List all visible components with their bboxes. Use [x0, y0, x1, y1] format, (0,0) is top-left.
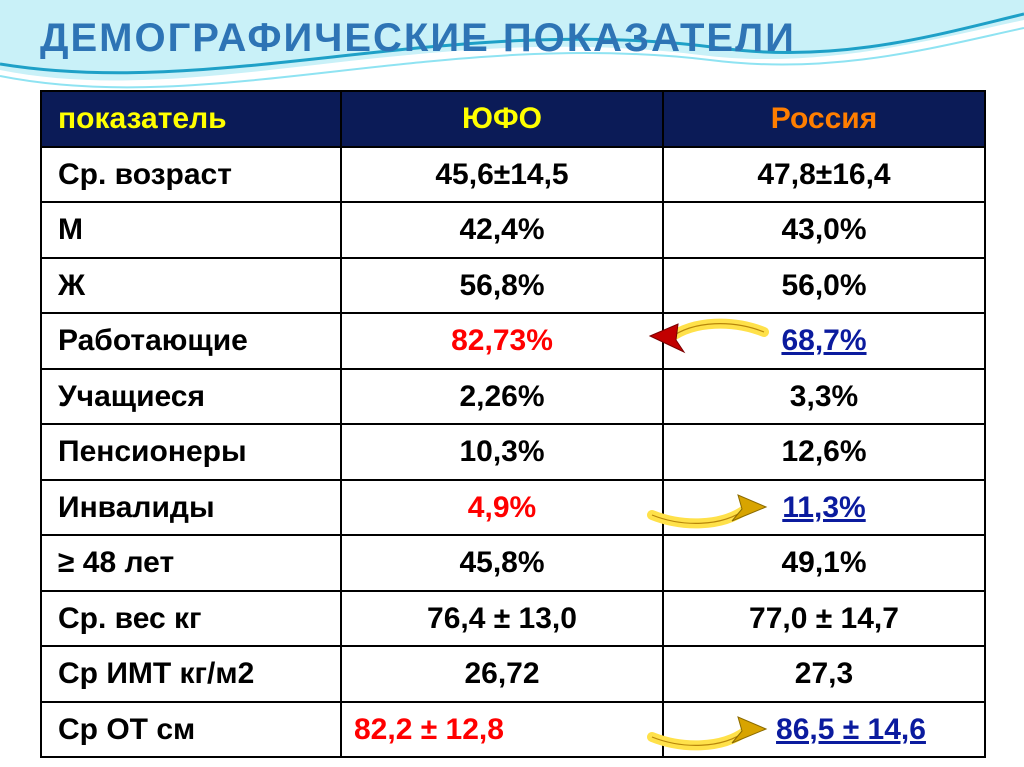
arrow-back-icon [644, 318, 774, 362]
table-row: М42,4%43,0% [41, 202, 985, 258]
table-row: Учащиеся2,26%3,3% [41, 369, 985, 425]
col-header-indicator: показатель [41, 91, 341, 147]
region-value: 76,4 ± 13,0 [341, 591, 663, 647]
row-label: Ж [41, 258, 341, 314]
country-value: 47,8±16,4 [663, 147, 985, 203]
row-label: Ср. вес кг [41, 591, 341, 647]
demographic-table: показатель ЮФО Россия Ср. возраст45,6±14… [40, 90, 986, 758]
region-value: 45,6±14,5 [341, 147, 663, 203]
table-row: Ср. вес кг76,4 ± 13,077,0 ± 14,7 [41, 591, 985, 647]
region-value: 82,73% [341, 313, 663, 369]
row-label: Ср ОТ см [41, 702, 341, 758]
region-value: 56,8% [341, 258, 663, 314]
table-row: Ж56,8%56,0% [41, 258, 985, 314]
region-value: 2,26% [341, 369, 663, 425]
country-value: 12,6% [663, 424, 985, 480]
region-value: 42,4% [341, 202, 663, 258]
page-title: ДЕМОГРАФИЧЕСКИЕ ПОКАЗАТЕЛИ [40, 16, 796, 61]
table-row: Пенсионеры10,3%12,6% [41, 424, 985, 480]
col-header-country: Россия [663, 91, 985, 147]
country-value: 3,3% [663, 369, 985, 425]
region-value: 26,72 [341, 646, 663, 702]
country-value: 68,7% [663, 313, 985, 369]
country-value: 43,0% [663, 202, 985, 258]
table-row: Инвалиды4,9% 11,3% [41, 480, 985, 536]
row-label: Учащиеся [41, 369, 341, 425]
row-label: ≥ 48 лет [41, 535, 341, 591]
region-value: 4,9% [341, 480, 663, 536]
row-label: Пенсионеры [41, 424, 341, 480]
row-label: Инвалиды [41, 480, 341, 536]
col-header-region: ЮФО [341, 91, 663, 147]
row-label: Работающие [41, 313, 341, 369]
country-value: 27,3 [663, 646, 985, 702]
country-value: 86,5 ± 14,6 [663, 702, 985, 758]
country-value: 56,0% [663, 258, 985, 314]
region-value: 82,2 ± 12,8 [341, 702, 663, 758]
table-row: Ср ОТ см82,2 ± 12,8 86,5 ± 14,6 [41, 702, 985, 758]
row-label: Ср. возраст [41, 147, 341, 203]
row-label: М [41, 202, 341, 258]
table-header-row: показатель ЮФО Россия [41, 91, 985, 147]
country-value: 49,1% [663, 535, 985, 591]
region-value: 45,8% [341, 535, 663, 591]
table-body: Ср. возраст45,6±14,547,8±16,4М42,4%43,0%… [41, 147, 985, 758]
table-row: ≥ 48 лет45,8%49,1% [41, 535, 985, 591]
region-value: 10,3% [341, 424, 663, 480]
row-label: Ср ИМТ кг/м2 [41, 646, 341, 702]
demographic-table-wrap: показатель ЮФО Россия Ср. возраст45,6±14… [40, 90, 984, 758]
table-row: Ср. возраст45,6±14,547,8±16,4 [41, 147, 985, 203]
country-value: 77,0 ± 14,7 [663, 591, 985, 647]
table-row: Работающие82,73% 68,7% [41, 313, 985, 369]
country-value: 11,3% [663, 480, 985, 536]
table-row: Ср ИМТ кг/м226,7227,3 [41, 646, 985, 702]
